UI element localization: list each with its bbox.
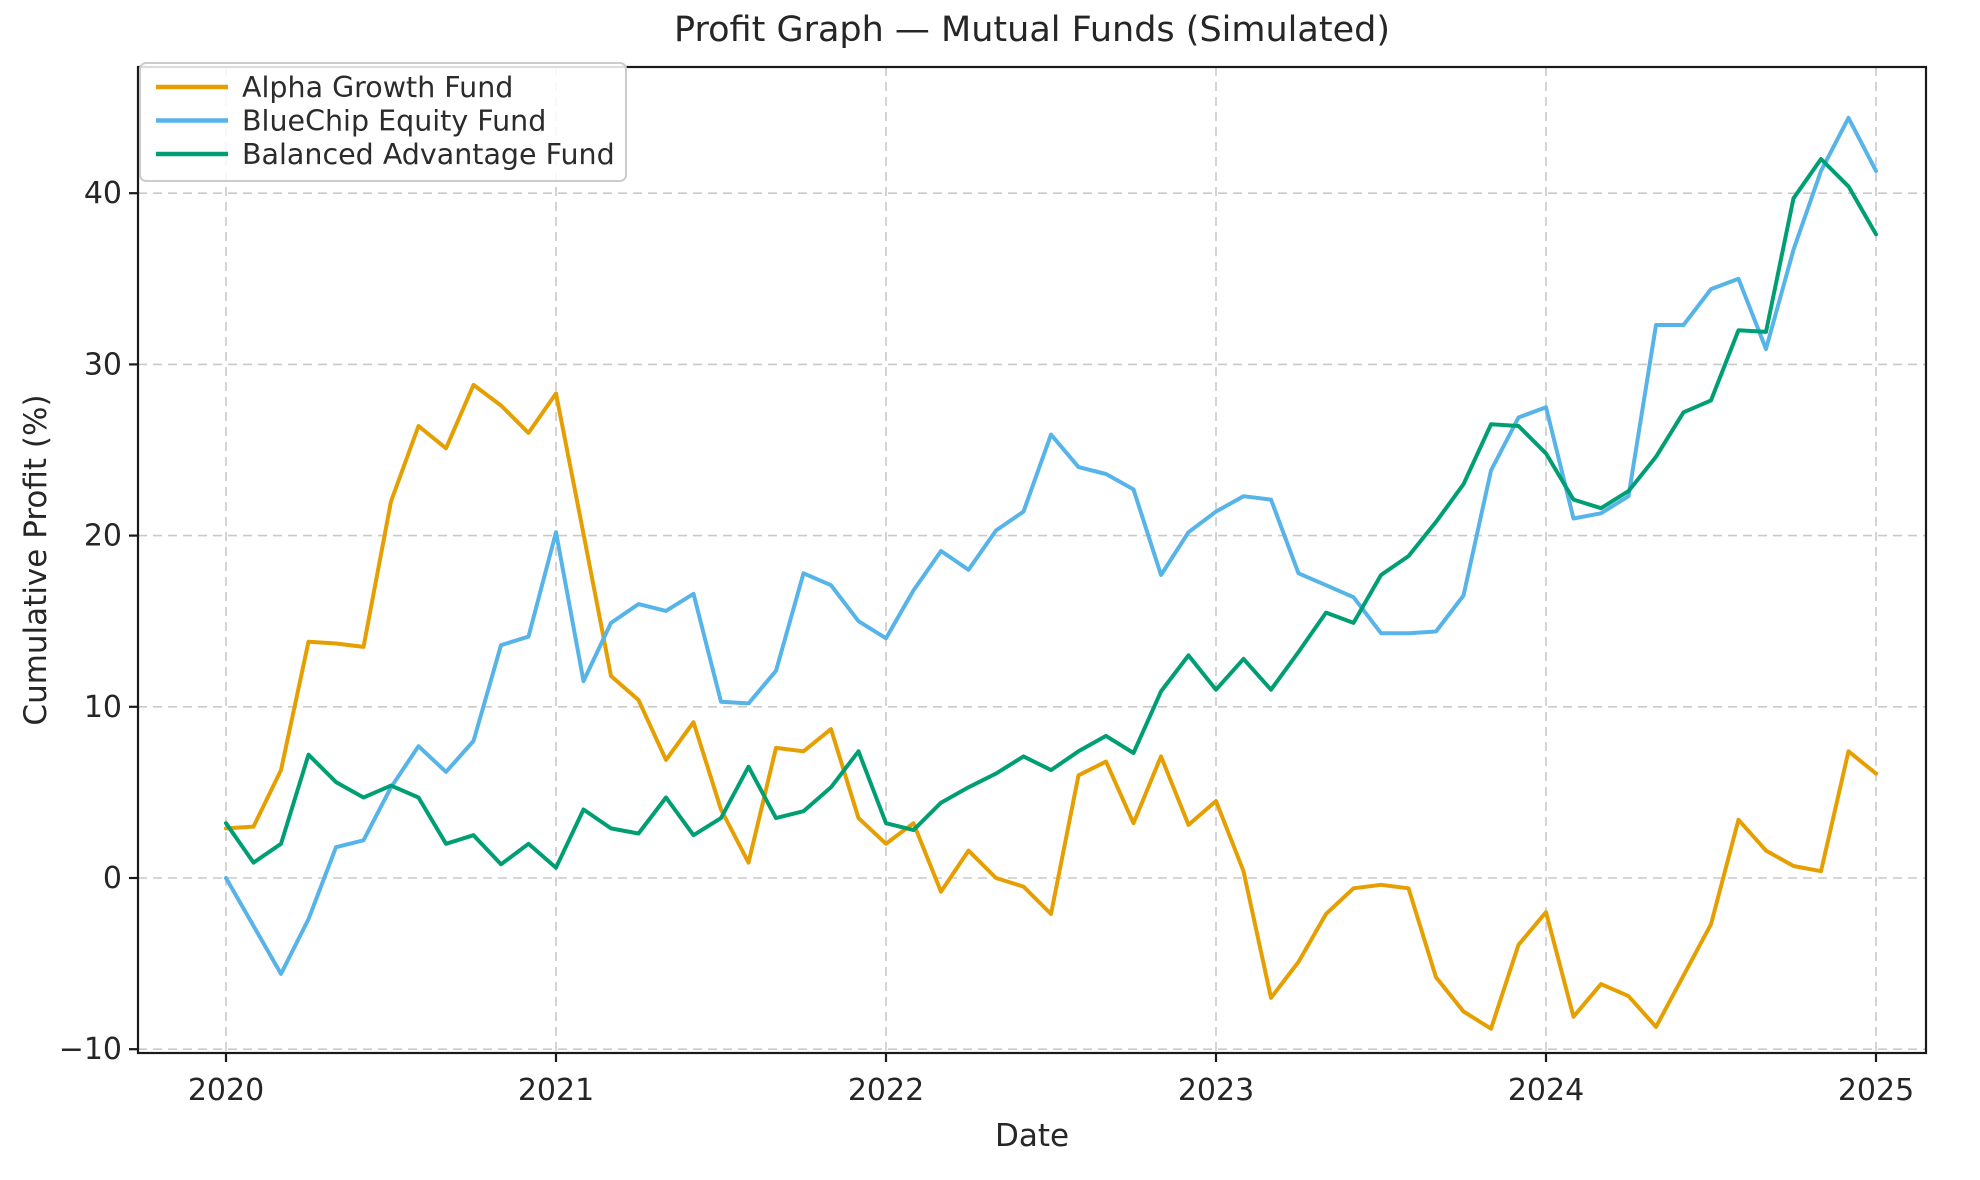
x-tick-label: 2025 (1838, 1073, 1914, 1108)
y-tick-label: 30 (84, 347, 122, 382)
series-line-3 (224, 157, 1878, 870)
legend-box (139, 62, 627, 182)
x-tick-label: 2024 (1508, 1073, 1584, 1108)
legend-label-1: Alpha Growth Fund (242, 71, 513, 104)
y-tick-label: 10 (84, 690, 122, 725)
legend-label-3: Balanced Advantage Fund (242, 138, 615, 171)
x-tick-label: 2023 (1178, 1073, 1254, 1108)
series-line-1 (224, 382, 1878, 1031)
x-tick-label: 2020 (188, 1073, 264, 1108)
y-tick-label: 0 (103, 861, 122, 896)
y-tick-label: −10 (59, 1032, 122, 1067)
legend-label-2: BlueChip Equity Fund (242, 105, 546, 138)
x-tick-label: 2021 (518, 1073, 594, 1108)
y-tick-label: 40 (84, 176, 122, 211)
plot-border (136, 65, 1928, 1055)
chart-title: Profit Graph — Mutual Funds (Simulated) (674, 10, 1390, 50)
y-tick-label: 20 (84, 519, 122, 554)
y-axis-label: Cumulative Profit (%) (18, 394, 54, 726)
series-line-2 (224, 115, 1878, 976)
x-tick-label: 2022 (848, 1073, 924, 1108)
x-axis-label: Date (994, 1118, 1070, 1154)
